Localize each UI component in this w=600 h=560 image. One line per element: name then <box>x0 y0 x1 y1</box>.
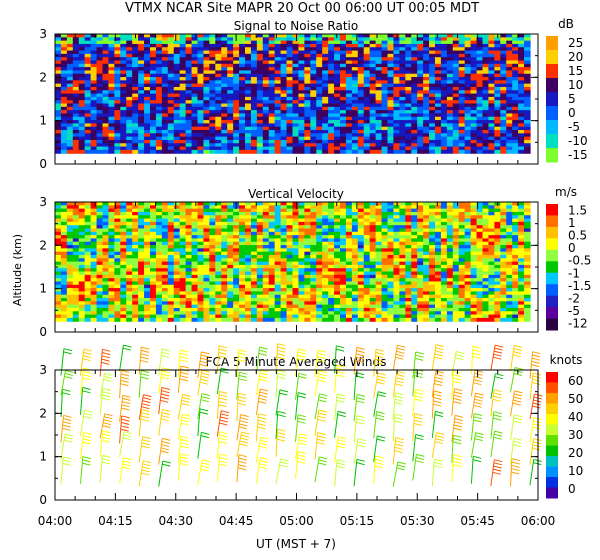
y-tick-label: 2 <box>39 238 47 252</box>
y-tick-label: 3 <box>39 27 47 41</box>
y-tick-label: 1 <box>39 114 47 128</box>
panel-units: dB <box>558 17 574 31</box>
colorbar-label: 50 <box>568 392 583 406</box>
colorbar-label: 1 <box>568 216 576 230</box>
y-axis-label: Altitude (km) <box>11 234 24 306</box>
colorbar-label: 60 <box>568 374 583 388</box>
x-tick-label: 04:00 <box>38 514 73 528</box>
y-tick-label: 1 <box>39 282 47 296</box>
colorbar-label: -12 <box>568 317 588 331</box>
colorbar-label: 10 <box>568 78 583 92</box>
panel-units: m/s <box>555 185 577 199</box>
colorbar-label: -10 <box>568 134 588 148</box>
colorbar-label: 30 <box>568 428 583 442</box>
colorbar-label: 1.5 <box>568 203 587 217</box>
colorbar <box>546 204 558 331</box>
x-tick-label: 04:45 <box>219 514 254 528</box>
colorbar-label: -15 <box>568 148 588 162</box>
colorbar-label: 40 <box>568 410 583 424</box>
colorbar <box>546 372 558 499</box>
colorbar-label: 5 <box>568 92 576 106</box>
panel-title: FCA 5 Minute Averaged Winds <box>206 355 387 369</box>
x-axis-label: UT (MST + 7) <box>256 537 336 551</box>
y-tick-label: 0 <box>39 493 47 507</box>
panel-title: Signal to Noise Ratio <box>234 19 358 33</box>
heatmap-cells <box>55 202 531 322</box>
colorbar <box>546 36 558 163</box>
x-tick-label: 05:45 <box>460 514 495 528</box>
colorbar-label: -0.5 <box>568 254 591 268</box>
colorbar-label: 10 <box>568 464 583 478</box>
colorbar-label: 0 <box>568 482 576 496</box>
y-tick-label: 2 <box>39 70 47 84</box>
colorbar-label: 0 <box>568 241 576 255</box>
x-tick-label: 05:00 <box>279 514 314 528</box>
y-tick-label: 3 <box>39 363 47 377</box>
colorbar-label: 15 <box>568 64 583 78</box>
y-tick-label: 2 <box>39 406 47 420</box>
x-tick-label: 06:00 <box>521 514 556 528</box>
wind-barbs <box>60 343 543 487</box>
panel-title: Vertical Velocity <box>248 187 344 201</box>
chart-header-title: VTMX NCAR Site MAPR 20 Oct 00 06:00 UT 0… <box>125 1 479 16</box>
colorbar-label: -2 <box>568 292 580 306</box>
colorbar-label: -1.5 <box>568 279 591 293</box>
x-tick-label: 05:30 <box>400 514 435 528</box>
colorbar-label: 20 <box>568 50 583 64</box>
y-tick-label: 0 <box>39 325 47 339</box>
x-tick-label: 04:15 <box>98 514 133 528</box>
colorbar-label: 0.5 <box>568 229 587 243</box>
y-tick-label: 3 <box>39 195 47 209</box>
heatmap-cells <box>55 34 531 154</box>
y-tick-label: 1 <box>39 450 47 464</box>
x-tick-label: 05:15 <box>340 514 375 528</box>
colorbar-label: 25 <box>568 36 583 50</box>
colorbar-label: -5 <box>568 304 580 318</box>
colorbar-label: -5 <box>568 120 580 134</box>
panel-units: knots <box>550 353 583 367</box>
colorbar-label: 20 <box>568 446 583 460</box>
colorbar-label: -1 <box>568 266 580 280</box>
y-tick-label: 0 <box>39 157 47 171</box>
x-tick-label: 04:30 <box>158 514 193 528</box>
colorbar-label: 0 <box>568 106 576 120</box>
